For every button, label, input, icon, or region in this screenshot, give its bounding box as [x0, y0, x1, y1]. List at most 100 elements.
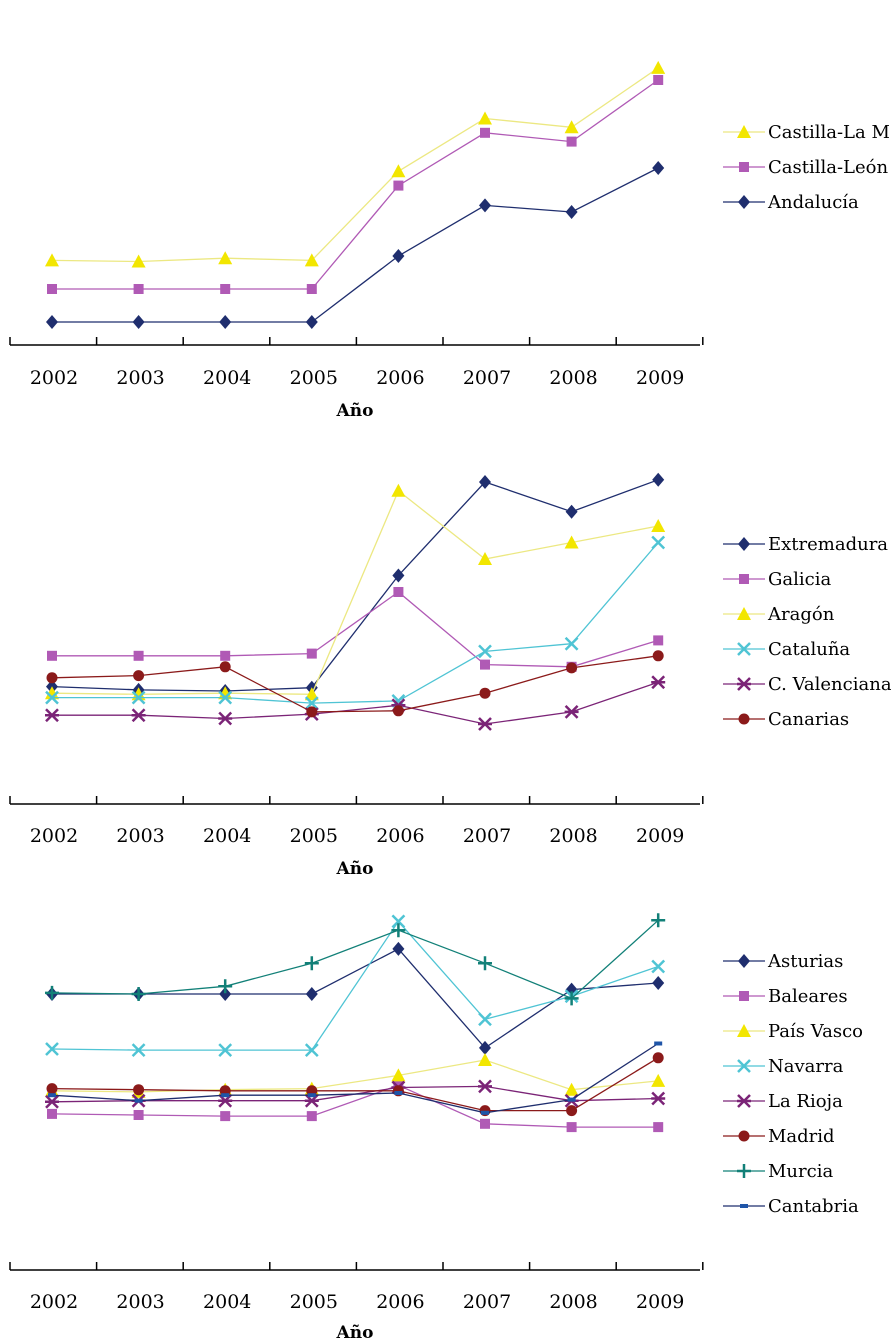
series-line [51, 489, 659, 695]
legend-item: Andalucía [723, 192, 859, 213]
x-axis-title: Año [336, 1323, 374, 1343]
data-point [306, 284, 317, 294]
data-point [391, 1068, 406, 1082]
data-point [45, 690, 59, 705]
x-tick-label: 2003 [116, 1291, 164, 1313]
series-line [51, 655, 659, 713]
data-point [133, 284, 144, 294]
data-point [653, 635, 664, 646]
data-point [394, 1091, 403, 1095]
data-point [391, 923, 406, 938]
data-point [306, 1111, 317, 1122]
data-point [45, 708, 59, 723]
legend-item: Extremadura [723, 534, 888, 555]
x-tick-label: 2007 [463, 367, 511, 389]
series-line [51, 919, 659, 1000]
data-point [479, 687, 491, 699]
data-point [564, 120, 579, 134]
data-point [45, 1094, 59, 1109]
legend-item: País Vasco [723, 1021, 863, 1042]
legend-label: Navarra [768, 1056, 844, 1077]
data-point [220, 650, 231, 661]
legend-marker [737, 125, 751, 138]
legend-marker [738, 954, 750, 968]
x-tick-label: 2004 [203, 1291, 251, 1313]
data-point [392, 705, 404, 717]
legend-item: Cataluña [723, 639, 850, 660]
legend-label: Aragón [767, 604, 835, 625]
data-point [393, 587, 404, 597]
data-point [480, 659, 490, 670]
series-line [51, 1084, 659, 1128]
data-point [45, 253, 59, 267]
data-point [566, 662, 578, 674]
legend-label: Galicia [768, 569, 831, 590]
legend-label: Asturias [767, 951, 843, 972]
data-point [391, 164, 406, 178]
data-point [306, 706, 318, 718]
data-point [218, 979, 233, 994]
data-point [651, 1073, 666, 1087]
legend-marker [738, 713, 750, 725]
legend-label: La Rioja [768, 1091, 843, 1112]
legend-marker [738, 537, 750, 551]
chart-1: 2002 2003 2004 2005 2006 2007 2008 2009 Año Casti… [9, 60, 891, 421]
x-tick-label: 2006 [376, 367, 424, 389]
legend-label: País Vasco [768, 1021, 863, 1042]
x-axis: 2002 2003 2004 2005 2006 2007 2008 2009 [9, 337, 704, 389]
data-point [133, 650, 144, 661]
legend-marker [740, 1204, 748, 1208]
data-point [478, 111, 492, 125]
data-point [46, 672, 58, 684]
data-point [131, 987, 146, 1001]
legend-item: Aragón [723, 604, 835, 625]
data-point [478, 1079, 492, 1094]
legend-marker [737, 1024, 751, 1037]
data-point [652, 1052, 664, 1064]
data-point [134, 1098, 143, 1103]
series-canarias [46, 650, 664, 718]
data-point [133, 670, 145, 682]
legend-item: Castilla-León [723, 157, 889, 178]
data-point [218, 251, 233, 265]
legend: Asturias Baleares País Vasco Navarra La Rioj… [723, 951, 863, 1217]
data-point [392, 568, 405, 583]
data-point [652, 976, 665, 990]
data-point [653, 1122, 664, 1133]
legend-marker [738, 195, 750, 209]
x-tick-label: 2008 [549, 367, 597, 389]
legend-item: Baleares [723, 986, 848, 1007]
x-tick-label: 2002 [30, 825, 78, 847]
data-point [478, 956, 492, 971]
series-andalucia [46, 161, 665, 329]
data-point [218, 686, 233, 700]
data-point [652, 472, 665, 487]
series-line [51, 1057, 659, 1112]
series-aragon [45, 483, 666, 701]
data-point [220, 1111, 231, 1122]
legend-item: Galicia [723, 569, 831, 590]
data-point [307, 1093, 316, 1098]
series-castilla-la-m [45, 60, 666, 268]
data-point [306, 648, 317, 659]
legend-label: Castilla-León [768, 157, 889, 178]
legend-marker [739, 991, 749, 1001]
data-point [46, 1083, 58, 1095]
data-point [479, 1040, 491, 1055]
data-point [305, 315, 318, 329]
data-point [480, 1118, 490, 1129]
data-point [478, 644, 492, 659]
x-tick-label: 2009 [636, 825, 684, 847]
data-point [565, 504, 578, 519]
data-point [304, 253, 319, 267]
series-line [52, 167, 659, 323]
series-navarra [45, 914, 666, 1057]
legend-label: Castilla-La M. [768, 122, 891, 143]
legend-marker [737, 642, 751, 656]
data-point [481, 1110, 489, 1115]
series-line [52, 948, 659, 1049]
data-point [480, 127, 490, 138]
data-point [566, 1105, 578, 1117]
chart-2: 2002 2003 2004 2005 2006 2007 2008 2009 Año Extre… [9, 472, 891, 879]
data-point [564, 705, 579, 719]
